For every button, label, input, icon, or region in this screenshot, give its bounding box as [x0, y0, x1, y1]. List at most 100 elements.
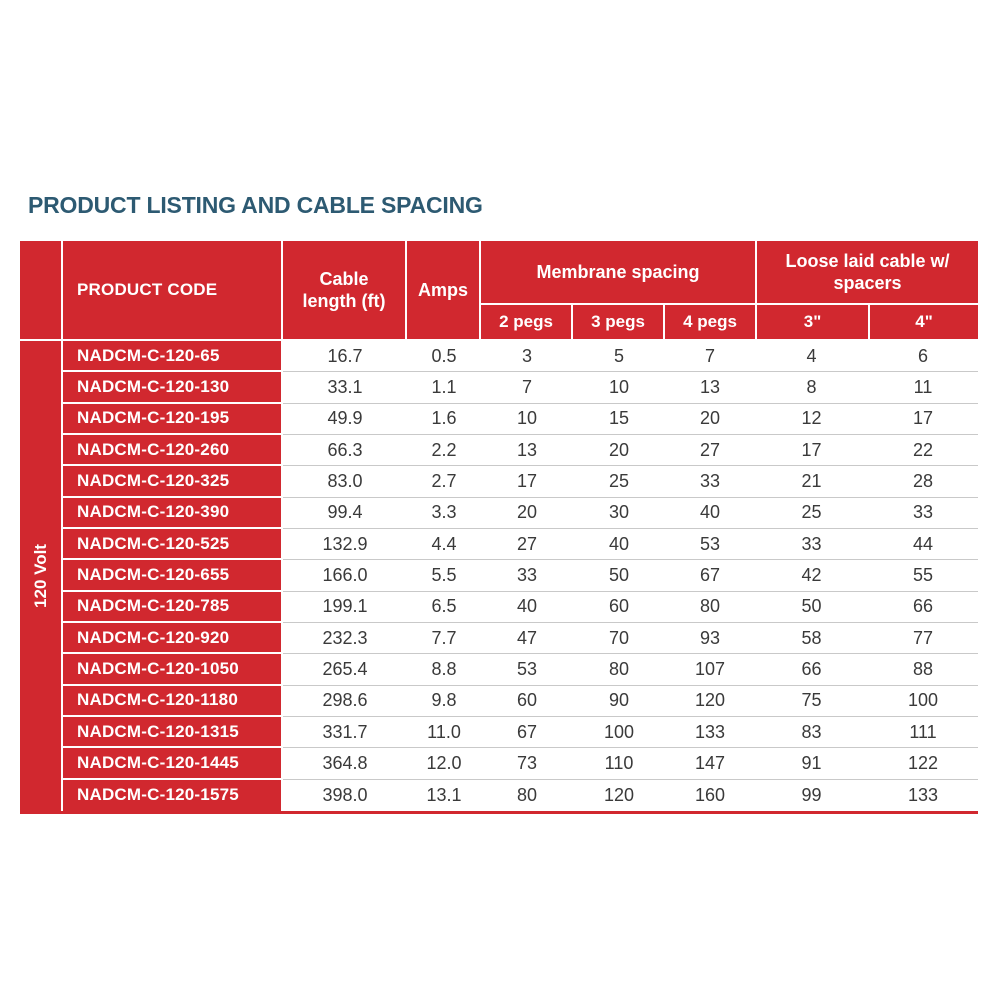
membrane-4-pegs-cell: 93	[699, 627, 721, 648]
header-3-inch: 3"	[757, 305, 870, 341]
cable-length-cell: 331.7	[322, 721, 368, 742]
membrane-3-pegs-cell: 5	[613, 345, 624, 366]
table-row: NADCM-C-120-1050 265.4 8.8 53 80 107 66 …	[63, 654, 978, 686]
product-code-cell: NADCM-C-120-1315	[63, 716, 283, 749]
amps-cell: 13.1	[426, 784, 462, 805]
cable-length-cell: 298.6	[322, 690, 368, 711]
table-row: NADCM-C-120-920 232.3 7.7 47 70 93 58 77	[63, 622, 978, 655]
membrane-4-pegs-cell: 27	[699, 439, 721, 460]
spacer-4-inch-cell: 22	[912, 439, 934, 460]
membrane-2-pegs-cell: 27	[516, 533, 538, 554]
amps-cell: 1.1	[431, 376, 457, 397]
amps-cell: 8.8	[431, 658, 457, 679]
membrane-3-pegs-cell: 10	[608, 376, 630, 397]
voltage-group-column: 120 Volt	[20, 241, 63, 811]
header-3-pegs: 3 pegs	[573, 305, 665, 341]
header-2-pegs: 2 pegs	[481, 305, 573, 341]
amps-cell: 4.4	[431, 533, 457, 554]
amps-cell: 5.5	[431, 564, 457, 585]
spacer-4-inch-cell: 33	[912, 502, 934, 523]
voltage-group-label: 120 Volt	[30, 544, 50, 608]
table-row: NADCM-C-120-785 199.1 6.5 40 60 80 50 66	[63, 591, 978, 623]
membrane-4-pegs-cell: 20	[699, 408, 721, 429]
row-values: 16.7 0.5 3 5 7 4 6	[283, 341, 978, 373]
cable-length-cell: 83.0	[327, 470, 363, 491]
membrane-4-pegs-cell: 13	[699, 376, 721, 397]
amps-cell: 3.3	[431, 502, 457, 523]
cable-length-cell: 265.4	[322, 658, 368, 679]
amps-cell: 2.7	[431, 470, 457, 491]
membrane-2-pegs-cell: 33	[516, 564, 538, 585]
header-membrane-subrow: 2 pegs 3 pegs 4 pegs	[481, 305, 755, 341]
row-values: 166.0 5.5 33 50 67 42 55	[283, 560, 978, 592]
membrane-2-pegs-cell: 10	[516, 408, 538, 429]
membrane-4-pegs-cell: 160	[694, 784, 726, 805]
product-code-cell: NADCM-C-120-130	[63, 372, 283, 404]
spacer-3-inch-cell: 25	[801, 502, 822, 523]
spacer-4-inch-cell: 6	[917, 345, 928, 366]
membrane-3-pegs-cell: 25	[608, 470, 630, 491]
membrane-2-pegs-cell: 7	[521, 376, 532, 397]
header-product-code: PRODUCT CODE	[63, 241, 283, 341]
cable-length-cell: 364.8	[322, 752, 368, 773]
row-values: 132.9 4.4 27 40 53 33 44	[283, 528, 978, 561]
product-code-cell: NADCM-C-120-260	[63, 434, 283, 467]
row-values: 298.6 9.8 60 90 120 75 100	[283, 685, 978, 717]
membrane-3-pegs-cell: 110	[604, 752, 634, 773]
header-loose-laid-label: Loose laid cable w/ spacers	[757, 241, 978, 305]
header-cable-length: Cable length (ft)	[283, 241, 407, 341]
membrane-4-pegs-cell: 107	[694, 658, 726, 679]
membrane-4-pegs-cell: 33	[699, 470, 721, 491]
spacer-3-inch-cell: 21	[801, 470, 822, 491]
table-row: NADCM-C-120-1180 298.6 9.8 60 90 120 75 …	[63, 685, 978, 717]
membrane-2-pegs-cell: 13	[516, 439, 538, 460]
cable-length-cell: 99.4	[327, 502, 363, 523]
spacer-4-inch-cell: 100	[907, 690, 939, 711]
header-group-membrane-spacing: Membrane spacing 2 pegs 3 pegs 4 pegs	[481, 241, 757, 341]
header-membrane-spacing-label: Membrane spacing	[481, 241, 755, 305]
cable-length-cell: 66.3	[327, 439, 363, 460]
amps-cell: 0.5	[431, 345, 457, 366]
spacer-3-inch-cell: 66	[801, 658, 822, 679]
table-row: NADCM-C-120-525 132.9 4.4 27 40 53 33 44	[63, 528, 978, 561]
membrane-4-pegs-cell: 7	[704, 345, 715, 366]
header-loose-subrow: 3" 4"	[757, 305, 978, 341]
product-code-cell: NADCM-C-120-1445	[63, 748, 283, 780]
spacer-3-inch-cell: 33	[801, 533, 822, 554]
product-code-cell: NADCM-C-120-1575	[63, 779, 283, 811]
membrane-4-pegs-cell: 80	[699, 596, 721, 617]
table-row: NADCM-C-120-195 49.9 1.6 10 15 20 12 17	[63, 403, 978, 435]
spacer-4-inch-cell: 11	[913, 376, 933, 397]
membrane-2-pegs-cell: 80	[516, 784, 538, 805]
spacer-3-inch-cell: 83	[801, 721, 822, 742]
row-values: 49.9 1.6 10 15 20 12 17	[283, 403, 978, 435]
product-table: 120 Volt PRODUCT CODE Cable length (ft) …	[20, 241, 978, 814]
page-title: PRODUCT LISTING AND CABLE SPACING	[28, 192, 483, 218]
row-values: 66.3 2.2 13 20 27 17 22	[283, 434, 978, 467]
spacer-3-inch-cell: 8	[806, 376, 817, 397]
row-values: 364.8 12.0 73 110 147 91 122	[283, 748, 978, 780]
spacer-3-inch-cell: 50	[801, 596, 822, 617]
header-group-loose-laid-cable: Loose laid cable w/ spacers 3" 4"	[757, 241, 978, 341]
cable-length-cell: 398.0	[322, 784, 368, 805]
membrane-3-pegs-cell: 50	[608, 564, 630, 585]
amps-cell: 11.0	[427, 721, 461, 742]
cable-length-cell: 199.1	[322, 596, 368, 617]
membrane-2-pegs-cell: 20	[516, 502, 538, 523]
row-values: 331.7 11.0 67 100 133 83 111	[283, 716, 978, 749]
amps-cell: 12.0	[426, 752, 462, 773]
membrane-3-pegs-cell: 100	[603, 721, 635, 742]
membrane-2-pegs-cell: 47	[516, 627, 538, 648]
amps-cell: 2.2	[431, 439, 457, 460]
membrane-3-pegs-cell: 120	[603, 784, 635, 805]
cable-length-cell: 132.9	[322, 533, 368, 554]
spacer-3-inch-cell: 42	[801, 564, 822, 585]
table-row: NADCM-C-120-65 16.7 0.5 3 5 7 4 6	[63, 341, 978, 373]
cable-length-cell: 16.7	[327, 345, 363, 366]
table-row: NADCM-C-120-390 99.4 3.3 20 30 40 25 33	[63, 497, 978, 529]
membrane-2-pegs-cell: 53	[516, 658, 538, 679]
row-values: 99.4 3.3 20 30 40 25 33	[283, 497, 978, 529]
product-code-cell: NADCM-C-120-525	[63, 528, 283, 561]
table-row: NADCM-C-120-325 83.0 2.7 17 25 33 21 28	[63, 466, 978, 498]
